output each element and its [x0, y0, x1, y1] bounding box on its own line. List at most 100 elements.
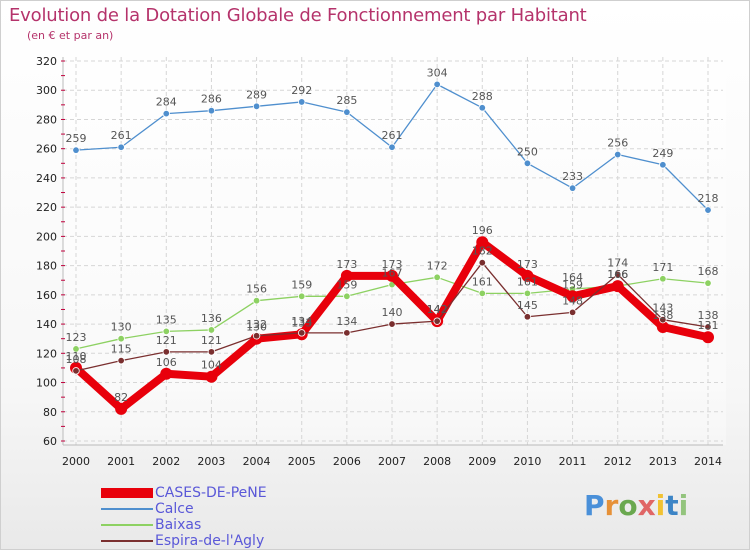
- y-tick-label: 240: [36, 172, 57, 185]
- y-tick-label: 200: [36, 230, 57, 243]
- x-tick-label: 2003: [197, 455, 225, 468]
- data-label: 173: [336, 258, 357, 271]
- data-point: [704, 279, 712, 287]
- data-point: [566, 290, 579, 303]
- x-tick-label: 2002: [152, 455, 180, 468]
- y-tick-label: 100: [36, 377, 57, 390]
- x-tick-label: 2011: [559, 455, 587, 468]
- data-label: 145: [517, 299, 538, 312]
- data-point: [343, 108, 351, 116]
- y-tick-label: 80: [43, 406, 57, 419]
- data-point: [252, 332, 261, 340]
- data-point: [659, 161, 667, 169]
- legend-swatch-espira: [101, 540, 153, 542]
- data-point: [117, 334, 125, 343]
- data-point: [252, 296, 261, 305]
- data-point: [523, 159, 532, 168]
- data-label: 196: [472, 224, 493, 237]
- data-label: 159: [336, 278, 357, 291]
- data-label: 159: [562, 278, 583, 291]
- data-point: [207, 326, 216, 334]
- data-label: 108: [66, 353, 87, 366]
- data-point: [72, 146, 80, 154]
- data-point: [704, 206, 712, 214]
- x-tick-label: 2007: [378, 455, 406, 468]
- data-label: 115: [111, 343, 132, 356]
- plot-area: [63, 57, 726, 445]
- data-label: 134: [291, 315, 312, 328]
- x-tick-label: 2000: [62, 455, 90, 468]
- y-tick-label: 320: [36, 55, 57, 68]
- data-point: [476, 236, 489, 249]
- data-point: [568, 308, 577, 317]
- data-label: 161: [517, 275, 538, 288]
- data-point: [252, 102, 261, 111]
- data-label: 142: [427, 303, 448, 316]
- data-point: [162, 109, 170, 118]
- x-tick-label: 2013: [649, 455, 677, 468]
- data-label: 174: [607, 256, 628, 269]
- legend-label-espira: Espira-de-l'Agly: [155, 533, 265, 549]
- y-tick-label: 220: [36, 201, 57, 214]
- y-tick-label: 280: [36, 113, 57, 126]
- chart-subtitle: (en € et par an): [27, 29, 114, 42]
- data-label: 304: [427, 66, 448, 79]
- data-label: 233: [562, 170, 583, 183]
- legend-swatch-baixas: [101, 524, 153, 526]
- data-label: 259: [66, 132, 87, 145]
- data-point: [478, 289, 486, 298]
- data-point: [207, 106, 216, 115]
- data-point: [521, 269, 534, 282]
- x-tick-label: 2014: [694, 455, 722, 468]
- data-label: 173: [517, 258, 538, 271]
- data-point: [343, 329, 351, 337]
- data-label: 173: [382, 258, 403, 271]
- data-label: 132: [246, 318, 267, 331]
- data-point: [343, 292, 351, 301]
- data-label: 136: [201, 312, 222, 325]
- data-point: [656, 321, 669, 333]
- legend-swatch-calce: [101, 508, 153, 510]
- data-label: 250: [517, 145, 538, 158]
- data-label: 82: [114, 391, 128, 404]
- axis-layer: 60 80 100 120 140 160 180 200 220 240 260 280 300 320…: [36, 55, 723, 468]
- data-label: 256: [607, 137, 628, 150]
- y-tick-label: 180: [36, 260, 57, 273]
- data-point: [117, 356, 125, 365]
- data-label: 182: [472, 245, 493, 258]
- data-label: 284: [156, 96, 177, 109]
- chart-title: Evolution de la Dotation Globale de Fonc…: [9, 5, 587, 26]
- data-point: [117, 143, 125, 151]
- data-label: 168: [698, 265, 719, 278]
- data-point: [614, 270, 622, 279]
- data-label: 167: [382, 267, 403, 280]
- x-tick-label: 2010: [513, 455, 541, 468]
- y-tick-label: 160: [36, 289, 57, 302]
- data-point: [523, 313, 532, 321]
- y-tick-label: 140: [36, 318, 57, 331]
- data-point: [659, 275, 667, 283]
- data-point: [386, 269, 398, 282]
- data-label: 285: [336, 94, 357, 107]
- data-point: [298, 329, 306, 337]
- legend-label-baixas: Baixas: [155, 517, 202, 533]
- data-point: [207, 348, 216, 356]
- data-point: [298, 98, 306, 106]
- data-label: 289: [246, 88, 267, 101]
- data-label: 249: [652, 147, 673, 160]
- data-point: [388, 143, 396, 151]
- data-point: [478, 258, 486, 267]
- data-label: 159: [291, 278, 312, 291]
- x-tick-label: 2006: [333, 455, 361, 468]
- data-point: [162, 348, 170, 356]
- data-label: 143: [652, 302, 673, 315]
- series-layer: [70, 80, 714, 415]
- x-tick-label: 2005: [288, 455, 316, 468]
- legend-swatch-cases: [101, 488, 153, 498]
- data-point: [614, 150, 622, 159]
- data-point: [433, 273, 441, 282]
- data-label: 104: [201, 359, 222, 372]
- data-label: 292: [291, 84, 312, 97]
- data-label-layer: 259 261 284 286 289 292 285 261 304 288 250 233 256 2…: [66, 66, 719, 403]
- data-label: 121: [201, 334, 222, 347]
